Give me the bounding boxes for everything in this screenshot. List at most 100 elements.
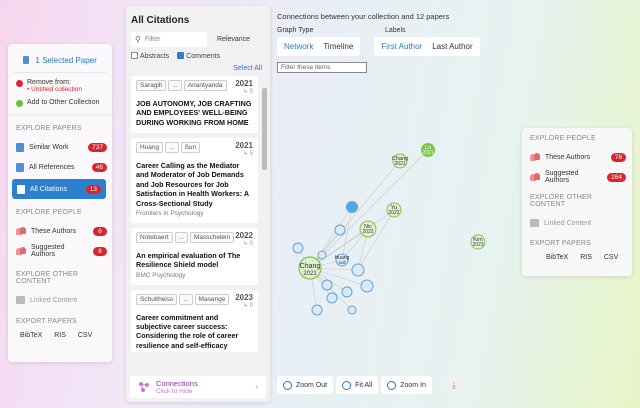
checkbox-icon bbox=[131, 52, 138, 59]
tab-timeline[interactable]: Timeline bbox=[323, 42, 354, 51]
graph-node[interactable] bbox=[359, 220, 377, 238]
count-badge: 46 bbox=[91, 162, 107, 172]
export-bibtex-button[interactable]: BibTeX bbox=[20, 332, 43, 339]
node-year: 2022 bbox=[362, 229, 373, 235]
filter-input[interactable]: ⚲ Filter bbox=[131, 32, 207, 47]
graph-node[interactable] bbox=[360, 279, 374, 293]
author-ellipsis[interactable]: ... bbox=[179, 293, 193, 305]
author-chip[interactable]: Sun bbox=[180, 142, 201, 154]
node-year: 2023 bbox=[472, 242, 483, 248]
author-chip[interactable]: Anantyanda bbox=[183, 80, 227, 91]
export-ris-button[interactable]: RIS bbox=[54, 332, 66, 339]
author-chip[interactable]: Masschelein bbox=[189, 231, 235, 243]
download-icon: ⤓ bbox=[451, 379, 456, 390]
graph-node[interactable] bbox=[335, 253, 349, 267]
graph-filter-input[interactable]: Filter these items bbox=[277, 62, 367, 73]
author-chip[interactable]: Masenge bbox=[194, 293, 230, 305]
paper-year: 2021 bbox=[235, 141, 253, 151]
paper-year: 2021 bbox=[235, 79, 253, 88]
export-csv-button[interactable]: CSV bbox=[603, 254, 619, 261]
author-ellipsis[interactable]: ... bbox=[174, 231, 188, 243]
graph-node[interactable] bbox=[298, 256, 322, 280]
chevron-right-icon: › bbox=[255, 382, 258, 391]
graph-node[interactable] bbox=[317, 250, 327, 260]
select-all-link[interactable]: Select All bbox=[233, 65, 262, 72]
export-bibtex-button[interactable]: BibTeX bbox=[546, 254, 569, 261]
graph-node[interactable] bbox=[292, 242, 304, 254]
sort-select[interactable]: Relevance bbox=[217, 36, 251, 43]
citation-count: 5 bbox=[249, 89, 253, 95]
remove-from-collection[interactable]: Remove from: • Untitled collection bbox=[8, 73, 112, 96]
checked-icon bbox=[177, 52, 185, 59]
export-papers-heading: EXPORT PAPERS bbox=[16, 318, 77, 325]
explore-people-heading: EXPLORE PEOPLE bbox=[16, 209, 82, 216]
suggested-authors-item[interactable]: Suggested Authors 264 bbox=[522, 167, 632, 187]
author-chip[interactable]: Huang bbox=[136, 142, 164, 154]
linked-content-item[interactable]: Linked Content bbox=[522, 213, 632, 233]
paper-title: JOB AUTONOMY, JOB CRAFTING AND EMPLOYEES… bbox=[136, 99, 252, 127]
link-icon bbox=[16, 296, 25, 304]
graph-node[interactable] bbox=[346, 201, 358, 213]
graph-node[interactable] bbox=[347, 305, 357, 315]
author-chip[interactable]: Schultheiss bbox=[136, 293, 178, 305]
zoom-out-icon bbox=[283, 380, 292, 390]
people-icon bbox=[16, 227, 26, 235]
paper-journal: BMC Psychology bbox=[136, 271, 186, 279]
network-graph[interactable]: Chang 2021 Lu 2021 Kim 2023 Nic 2022 Yu … bbox=[272, 80, 504, 370]
list-scrollbar[interactable] bbox=[262, 88, 267, 170]
all-references-item[interactable]: All References 46 bbox=[8, 157, 112, 177]
export-papers-heading: EXPORT PAPERS bbox=[530, 240, 591, 247]
paper-journal: Frontiers in Psychology bbox=[136, 209, 204, 217]
graph-node[interactable] bbox=[321, 279, 333, 291]
explore-other-heading: EXPLORE OTHER CONTENT bbox=[16, 271, 79, 285]
node-year: 2021 bbox=[394, 161, 405, 167]
graph-node[interactable] bbox=[341, 286, 353, 298]
author-ellipsis[interactable]: ... bbox=[168, 80, 182, 91]
download-button[interactable]: ⤓ bbox=[444, 376, 463, 394]
paper-card[interactable]: Saragih ... Anantyanda 2021 ↳ 5 JOB AUTO… bbox=[131, 76, 258, 134]
author-chip[interactable]: Saragih bbox=[136, 80, 167, 91]
author-chip[interactable]: Notebaert bbox=[136, 231, 173, 243]
graph-type-label: Graph Type bbox=[277, 27, 314, 34]
tab-first-author[interactable]: First Author bbox=[381, 42, 423, 51]
these-authors-item[interactable]: These Authors 78 bbox=[522, 147, 632, 167]
connections-icon bbox=[138, 381, 150, 393]
suggested-authors-item[interactable]: Suggested Authors 6 bbox=[8, 241, 112, 261]
tab-last-author[interactable]: Last Author bbox=[432, 42, 473, 51]
graph-node[interactable] bbox=[470, 234, 486, 250]
tab-network[interactable]: Network bbox=[284, 42, 314, 51]
connections-toggle[interactable]: Connections Click to Hide › bbox=[130, 376, 266, 398]
all-citations-item[interactable]: All Citations 13 bbox=[12, 179, 106, 199]
selected-paper-count[interactable]: 1 Selected Paper bbox=[14, 44, 106, 73]
fit-all-button[interactable]: Fit All bbox=[336, 376, 379, 394]
graph-node[interactable] bbox=[421, 143, 435, 157]
abstracts-checkbox[interactable]: Abstracts bbox=[131, 52, 169, 60]
remove-label: Remove from: bbox=[27, 79, 71, 86]
citation-count: 0 bbox=[249, 240, 253, 247]
node-year: 2021 bbox=[303, 271, 317, 277]
author-ellipsis[interactable]: ... bbox=[165, 142, 179, 154]
graph-node[interactable] bbox=[326, 292, 338, 304]
graph-node[interactable] bbox=[334, 224, 346, 236]
graph-node[interactable] bbox=[311, 304, 323, 316]
similar-work-item[interactable]: Similar Work 737 bbox=[8, 137, 112, 157]
zoom-in-button[interactable]: Zoom In bbox=[381, 376, 432, 394]
export-ris-button[interactable]: RIS bbox=[580, 254, 592, 261]
graph-node[interactable] bbox=[351, 263, 365, 277]
citation-icon: ↳ bbox=[242, 89, 250, 95]
add-to-collection-button[interactable]: Add to Other Collection bbox=[8, 96, 112, 110]
graph-node[interactable] bbox=[386, 202, 402, 218]
people-icon bbox=[530, 173, 540, 181]
paper-card[interactable]: Huang ... Sun 2021 ↳ 5 Career Calling as… bbox=[131, 138, 258, 223]
document-icon bbox=[17, 184, 25, 194]
zoom-out-button[interactable]: Zoom Out bbox=[277, 376, 334, 394]
citations-panel: All Citations ⚲ Filter Relevance Abstrac… bbox=[126, 6, 270, 402]
linked-content-item[interactable]: Linked Content bbox=[8, 290, 112, 310]
paper-card[interactable]: Schultheiss ... Masenge 2023 ↳ 0 Career … bbox=[131, 289, 258, 352]
export-csv-button[interactable]: CSV bbox=[77, 332, 93, 339]
these-authors-item[interactable]: These Authors 6 bbox=[8, 221, 112, 241]
document-icon bbox=[16, 162, 24, 172]
paper-card[interactable]: Notebaert ... Masschelein 2022 ↳ 0 An em… bbox=[131, 227, 258, 285]
graph-node[interactable] bbox=[392, 153, 408, 169]
comments-checkbox[interactable]: Comments bbox=[177, 52, 220, 60]
